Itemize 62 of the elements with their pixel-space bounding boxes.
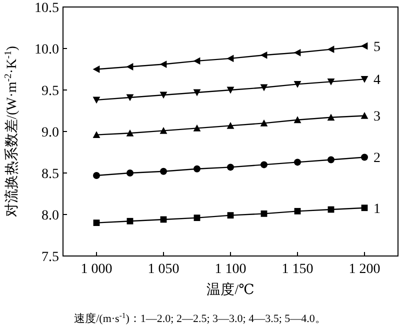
x-tick-label: 1 100 xyxy=(214,262,246,277)
point xyxy=(93,220,100,226)
point xyxy=(260,84,268,92)
point xyxy=(193,57,200,65)
point xyxy=(360,42,368,50)
point xyxy=(294,208,301,214)
y-tick-label: 7.5 xyxy=(42,250,59,265)
point xyxy=(328,156,334,164)
x-tick-label: 1 150 xyxy=(282,262,314,277)
y-tick-label: 9.0 xyxy=(42,126,59,140)
point xyxy=(294,48,301,56)
x-tick-label: 1 200 xyxy=(348,262,380,277)
point xyxy=(194,165,200,172)
y-tick-label: 8.0 xyxy=(42,208,59,224)
point xyxy=(360,76,368,83)
point xyxy=(126,94,134,102)
point xyxy=(126,129,134,136)
point xyxy=(126,63,134,70)
point xyxy=(361,204,368,212)
point xyxy=(360,112,368,119)
point xyxy=(93,172,100,179)
point xyxy=(260,51,268,59)
point xyxy=(226,54,234,62)
point xyxy=(227,212,234,219)
series-label: 1 xyxy=(374,202,380,217)
point xyxy=(92,131,100,138)
point xyxy=(327,46,334,54)
point xyxy=(160,92,168,99)
point xyxy=(260,161,268,168)
point xyxy=(92,96,100,104)
point xyxy=(260,210,268,217)
point xyxy=(294,158,301,166)
y-tick-label: 8.5 xyxy=(42,167,59,182)
y-tick-label: 9.5 xyxy=(42,84,59,99)
point xyxy=(193,124,201,132)
point xyxy=(160,168,167,175)
series-label: 4 xyxy=(374,73,380,88)
x-tick-label: 1 050 xyxy=(148,262,180,277)
point xyxy=(327,78,335,86)
point xyxy=(294,80,302,88)
point xyxy=(194,214,200,222)
point xyxy=(327,114,335,121)
y-tick-label: 10.5 xyxy=(34,1,59,16)
point xyxy=(260,120,268,126)
point xyxy=(126,170,134,176)
series-label: 5 xyxy=(374,40,380,56)
series-label: 3 xyxy=(374,110,380,125)
point xyxy=(160,60,167,68)
series-label: 2 xyxy=(374,151,380,166)
point xyxy=(226,122,234,129)
point xyxy=(126,218,134,224)
point xyxy=(294,116,302,124)
y-tick-label: 10.0 xyxy=(34,42,59,58)
text: 速度/(m·s$^{-1}$)：1—2.0; 2—2.5; 3—3.0; 4—3.5; 5—4.0。 xyxy=(74,310,326,325)
point xyxy=(193,89,201,96)
point xyxy=(160,126,168,134)
point xyxy=(227,164,234,171)
point xyxy=(361,154,368,161)
point xyxy=(92,66,100,73)
x-axis-title: 温度/℃ xyxy=(206,282,254,298)
point xyxy=(226,86,234,94)
x-tick-label: 1 000 xyxy=(80,262,112,277)
